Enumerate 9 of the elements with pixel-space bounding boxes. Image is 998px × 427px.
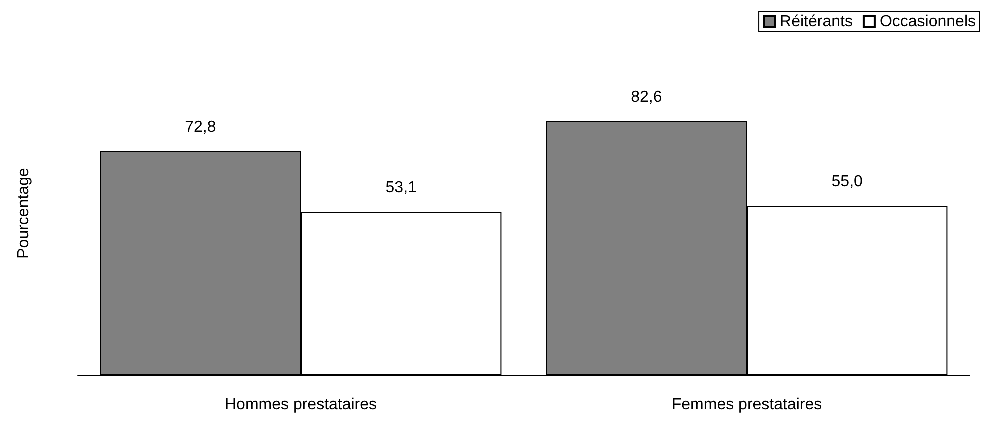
legend-label: Réitérants (780, 14, 853, 30)
data-label: 53,1 (386, 179, 418, 196)
data-label: 82,6 (631, 88, 662, 106)
data-label: 72,8 (185, 119, 216, 136)
x-tick-label: Hommes prestataires (224, 396, 378, 414)
x-tick-label: Femmes prestataires (672, 396, 822, 414)
data-label: 55,0 (832, 174, 864, 191)
y-axis-title: Pourcentage (16, 168, 32, 259)
legend-label: Occasionnels (880, 14, 976, 30)
